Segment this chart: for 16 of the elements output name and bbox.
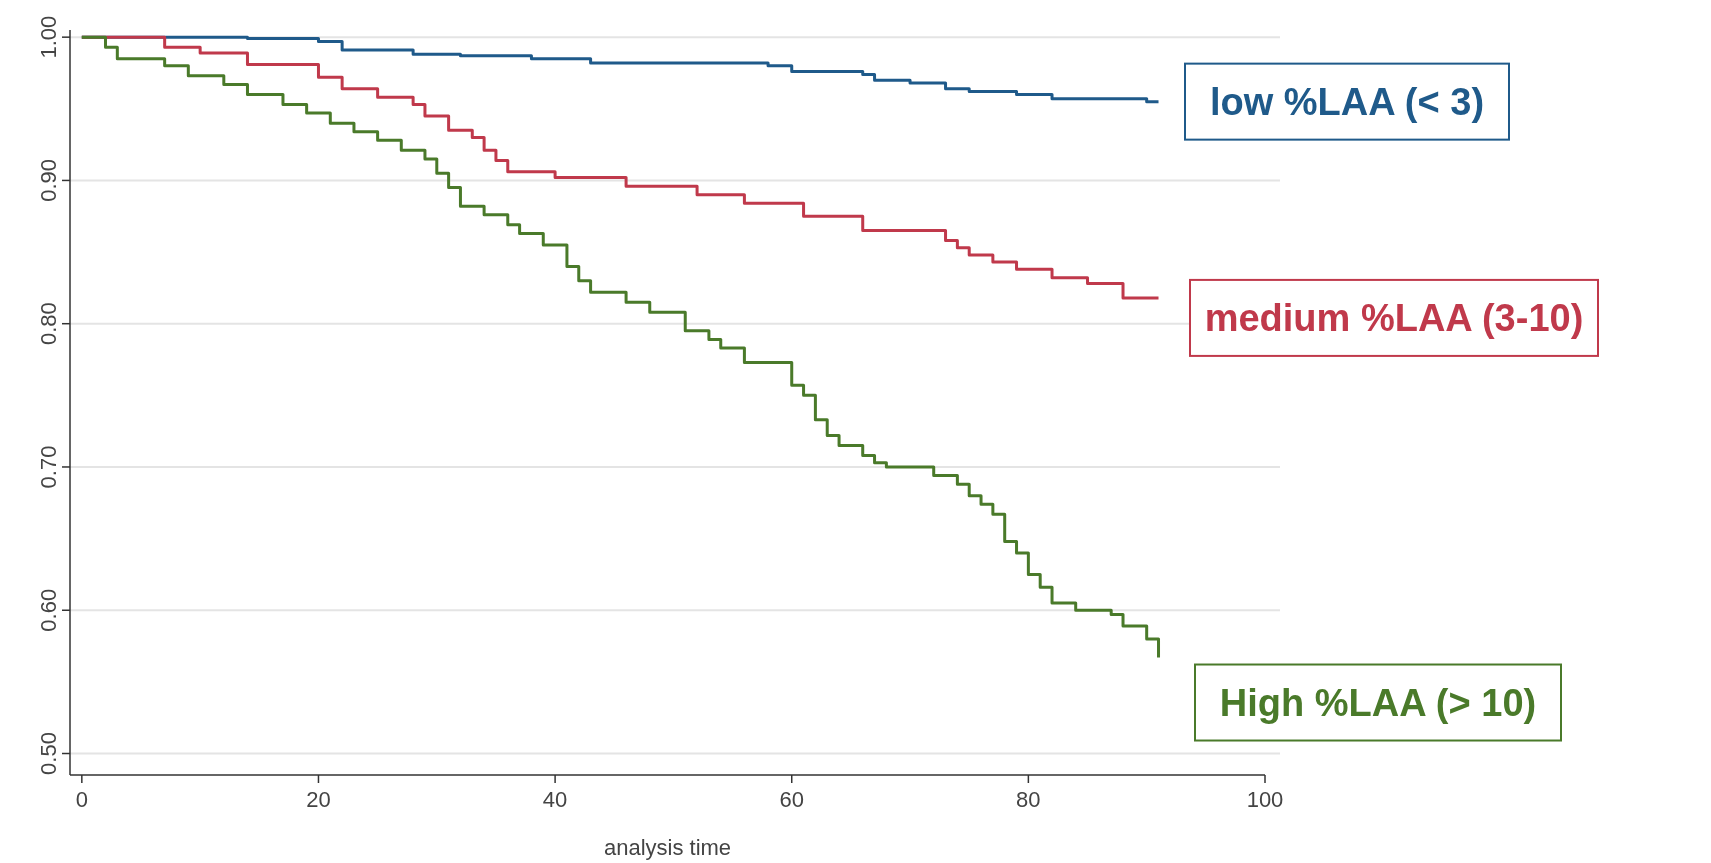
x-tick-label: 0 bbox=[75, 787, 88, 812]
y-tick-label: 0.80 bbox=[36, 302, 61, 346]
series-label: High %LAA (> 10) bbox=[1219, 681, 1537, 724]
series-label: medium %LAA (3-10) bbox=[1204, 296, 1584, 339]
x-tick-label: 20 bbox=[306, 787, 331, 812]
x-tick-label: 100 bbox=[1246, 787, 1284, 812]
x-tick-label: 60 bbox=[779, 787, 804, 812]
x-tick-label: 80 bbox=[1016, 787, 1041, 812]
x-tick-label: 40 bbox=[542, 787, 568, 812]
series-label: low %LAA (< 3) bbox=[1209, 80, 1485, 123]
y-tick-label: 0.60 bbox=[36, 588, 61, 632]
x-axis-title: analysis time bbox=[603, 835, 732, 860]
y-tick-label: 0.70 bbox=[36, 445, 61, 489]
y-tick-label: 1.00 bbox=[36, 15, 61, 59]
y-tick-label: 0.50 bbox=[36, 732, 61, 775]
y-tick-label: 0.90 bbox=[36, 159, 61, 202]
